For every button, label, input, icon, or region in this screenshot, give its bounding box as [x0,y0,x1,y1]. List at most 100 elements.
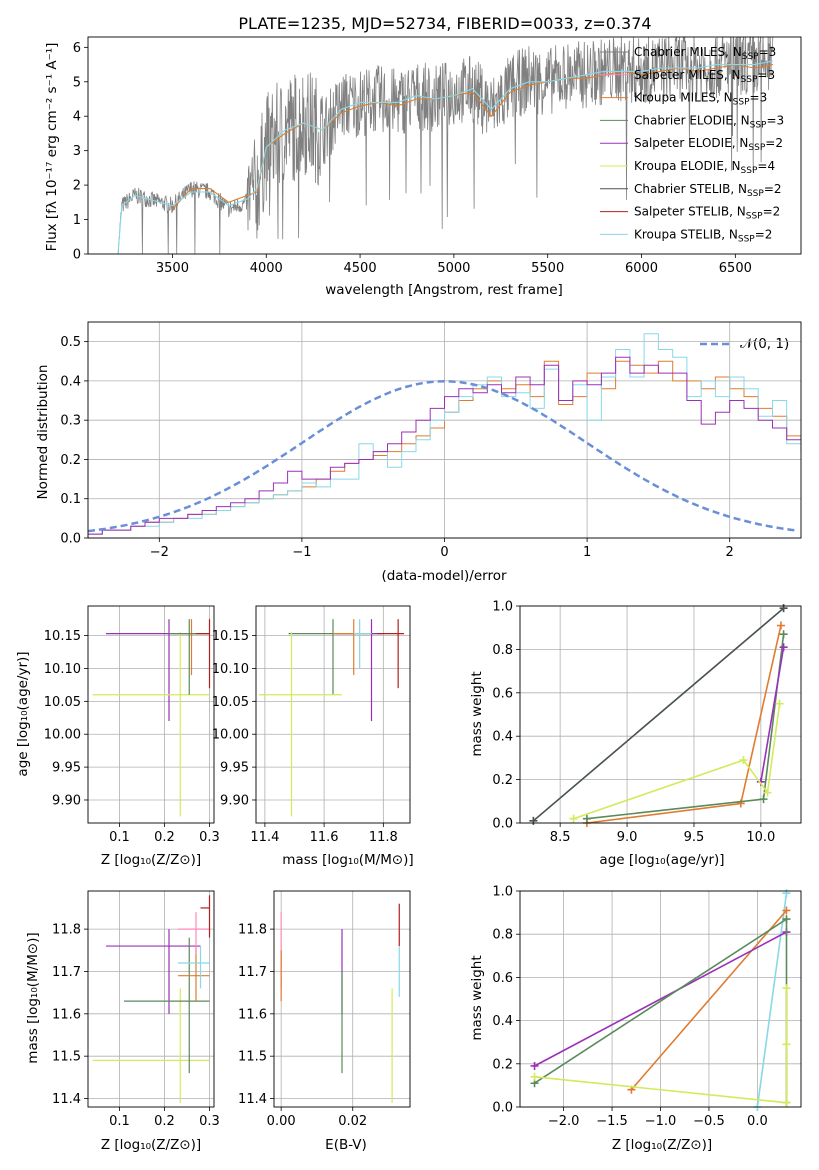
legend-entry: Chabrier MILES, NSSP=3 [634,45,776,62]
weight_age-xtick-label: 9.5 [684,830,705,845]
spectrum-ytick-label: 2 [73,179,81,194]
legend-entry-text: Salpeter STELIB, N [634,205,746,219]
age-Z-xlabel: Z [log₁₀(Z/Z⊙)] [101,852,201,868]
weight_Z-point-marker [782,984,791,993]
legend-entry-text: Chabrier MILES, N [634,45,742,59]
weight_age-axes [516,605,801,827]
residuals-ytick-label: 0.0 [60,532,81,547]
legend-entry: Salpeter ELODIE, NSSP=2 [634,136,783,153]
age-mass-xlabel: mass [log₁₀(M/M⊙)] [282,852,413,868]
spectrum-frame [87,36,802,255]
spectrum-xlabel: wavelength [Angstrom, rest frame] [325,282,563,298]
weight_age-point-marker [569,814,578,823]
spectrum-ytick-label: 0 [73,248,81,263]
weight_Z-ytick-label: 0.8 [492,928,513,943]
weight_Z-axes [516,890,801,1111]
legend-entry: Kroupa MILES, NSSP=3 [634,91,767,108]
weight_age-point-marker [763,788,772,797]
weight_Z-point-marker [782,1098,791,1107]
weight_age-ytick-label: 0.2 [492,773,513,788]
weight_age-point-marker [779,630,788,639]
spectrum-ytick-label: 5 [73,75,81,90]
weight_age-series-line [586,634,785,820]
residuals-legend-label: 𝒩(0, 1) [740,336,789,352]
weight_age-xtick-label: 9.0 [617,830,638,845]
weight_Z-point-marker [530,1072,539,1081]
legend-entry-sub: SSP [733,98,750,108]
age_Z-xtick-label: 0.2 [154,830,175,845]
weight_Z-point-marker [782,906,791,915]
mass_Z-ytick-label: 11.5 [52,1050,81,1065]
spectrum-xtick-label: 3500 [156,261,189,276]
mass_ebv-xtick-label: 0.00 [267,1114,296,1129]
legend-entry: Chabrier STELIB, NSSP=2 [634,182,782,199]
weight_Z-point-marker [530,1061,539,1070]
legend-entry-sub: SSP [750,120,767,130]
residuals-xtick-label: −2 [150,545,169,560]
mass_Z-axes [84,891,214,1111]
legend-entry-tail: =3 [766,113,784,127]
weight_Z-ytick-label: 0.2 [492,1057,513,1072]
residuals-ytick-label: 0.4 [60,374,81,389]
legend-entry-tail: =3 [759,45,777,59]
mass_ebv-axes [270,891,410,1111]
legend-entry-text: Kroupa STELIB, N [634,227,738,241]
age_Z-ytick-label: 10.15 [44,629,81,644]
age_Z-xtick-label: 0.1 [109,830,130,845]
spectrum-plot-area [117,37,774,254]
mass_ebv-frame [273,890,411,1108]
weight_age-ytick-label: 0.4 [492,730,513,745]
age_Z-xtick-label: 0.3 [199,830,220,845]
mass-ebv-xlabel: E(B-V) [325,1137,367,1153]
spectrum-xtick-label: 5500 [531,261,564,276]
age_mass-xtick-label: 11.6 [310,830,339,845]
residuals-frame [87,321,802,539]
age_Z-axes [84,606,214,827]
mass_Z-xtick-label: 0.1 [109,1114,130,1129]
legend-entry-tail: =2 [755,227,773,241]
age_mass-xtick-label: 11.8 [369,830,398,845]
weight_age-ytick-label: 0.0 [492,817,513,832]
legend-entry-sub: SSP [738,234,755,244]
weight-Z-ylabel: mass weight [469,955,485,1040]
weight_age-ytick-label: 0.8 [492,643,513,658]
spectrum-xtick-label: 4500 [344,261,377,276]
mass-Z-xlabel: Z [log₁₀(Z/Z⊙)] [101,1137,201,1153]
figure-title: PLATE=1235, MJD=52734, FIBERID=0033, z=0… [238,14,651,33]
weight_Z-series-line [534,931,787,1067]
spectrum-ytick-label: 3 [73,144,81,159]
age_Z-ytick-label: 10.00 [44,728,81,743]
spectrum-axes [84,46,736,258]
weight_Z-plot-area [530,889,791,1111]
weight_Z-series-line [630,909,788,1091]
spectrum-xtick-label: 6500 [719,261,752,276]
legend-entry-sub: SSP [742,52,759,62]
age_Z-ytick-label: 10.10 [44,662,81,677]
age-Z-ylabel: age [log₁₀(age/yr)] [15,651,31,776]
mass_ebv-xtick-label: 0.02 [338,1114,367,1129]
legend-entry: Kroupa ELODIE, NSSP=4 [634,159,775,176]
residuals-ylabel: Normed distribution [35,365,51,500]
age_mass-plot-area [258,619,405,817]
age_Z-frame [87,605,215,824]
residuals-plot-area [88,333,801,538]
weight_Z-series-line [756,893,788,1108]
weight_age-ytick-label: 1.0 [492,600,513,615]
weight_age-frame [519,605,802,824]
legend-entry: Kroupa STELIB, NSSP=2 [634,227,772,244]
weight_age-point-marker [529,816,538,825]
spectrum-xtick-label: 6000 [625,261,658,276]
age_Z-ytick-label: 9.90 [52,793,81,808]
weight_age-plot-area [529,604,788,827]
weight_age-series-line [532,607,785,822]
residuals-xtick-label: 0 [440,545,448,560]
spectrum-ytick-label: 4 [73,110,81,125]
weight_Z-series-line [534,988,788,1104]
weight_age-point-marker [582,814,591,823]
weight_age-xtick-label: 8.5 [550,830,571,845]
spectrum-xtick-label: 5000 [437,261,470,276]
mass-Z-ylabel: mass [log₁₀(M/M⊙)] [25,932,41,1063]
mass_Z-ytick-label: 11.8 [52,923,81,938]
weight_age-point-marker [776,621,785,630]
